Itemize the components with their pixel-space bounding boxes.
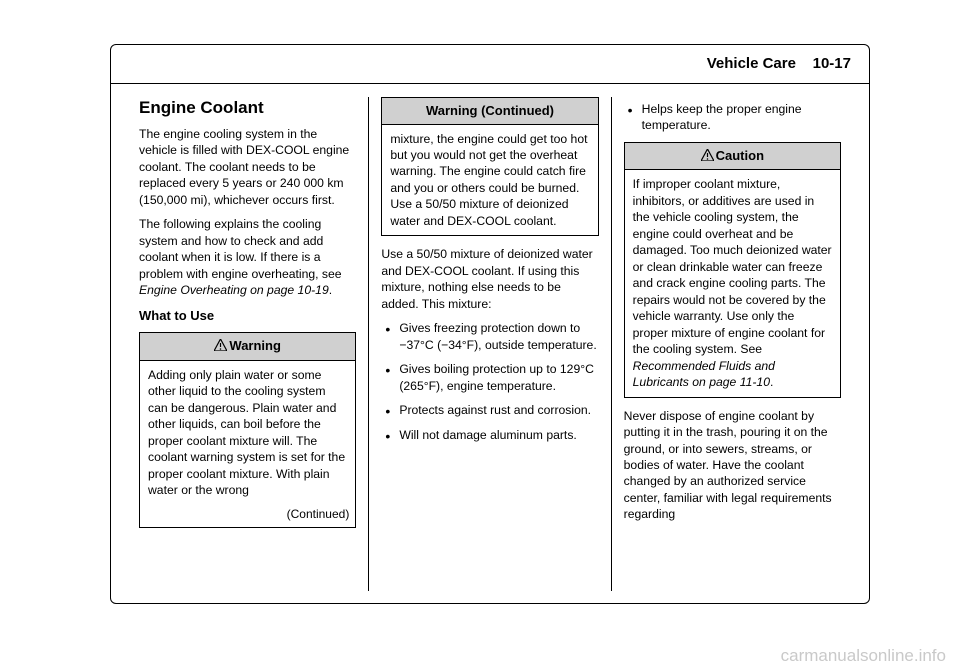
list-item: Helps keep the proper engine temperature… (624, 101, 841, 134)
warning-header: Warning (140, 333, 355, 361)
list-item: Gives freezing protection down to −37°C … (381, 320, 598, 353)
warning-body: Adding only plain water or some other li… (140, 361, 355, 505)
paragraph: Never dispose of engine coolant by putti… (624, 408, 841, 523)
warning-continued-body: mixture, the engine could get too hot bu… (382, 125, 597, 236)
column-divider (611, 97, 612, 591)
paragraph: Use a 50/50 mixture of deionized water a… (381, 246, 598, 312)
caution-box: Caution If improper coolant mixture, inh… (624, 142, 841, 398)
bullet-list: Gives freezing protection down to −37°C … (381, 320, 598, 443)
text-run: If improper coolant mixture, inhibitors,… (633, 177, 832, 356)
page-number: 10-17 (813, 55, 851, 72)
paragraph: The engine cooling system in the vehicle… (139, 126, 356, 208)
content-columns: Engine Coolant The engine cooling system… (129, 97, 851, 591)
list-item: Protects against rust and corrosion. (381, 402, 598, 418)
text-run: . (329, 283, 332, 297)
cross-reference: Recommended Fluids and Lubricants on pag… (633, 359, 775, 389)
continued-label: (Continued) (140, 504, 355, 526)
column-2: Warning (Continued) mixture, the engine … (371, 97, 608, 591)
list-item: Gives boiling protection up to 129°C (26… (381, 361, 598, 394)
caution-label: Caution (716, 148, 764, 163)
text-run: . (770, 375, 773, 389)
column-divider (368, 97, 369, 591)
chapter-name: Vehicle Care (707, 55, 796, 72)
header-rule (111, 83, 869, 84)
paragraph: The following explains the cooling syste… (139, 216, 356, 298)
page-border: Vehicle Care 10-17 Engine Coolant The en… (110, 44, 870, 604)
page-header: Vehicle Care 10-17 (707, 55, 851, 72)
warning-box: Warning Adding only plain water or some … (139, 332, 356, 527)
warning-label: Warning (229, 338, 281, 353)
column-3: Helps keep the proper engine temperature… (614, 97, 851, 591)
watermark: carmanualsonline.info (781, 646, 946, 666)
warning-triangle-icon (214, 338, 227, 356)
text-run: The following explains the cooling syste… (139, 217, 342, 280)
caution-header: Caution (625, 143, 840, 171)
warning-triangle-icon (701, 148, 714, 166)
column-1: Engine Coolant The engine cooling system… (129, 97, 366, 591)
list-item: Will not damage aluminum parts. (381, 427, 598, 443)
subheading: What to Use (139, 307, 356, 325)
section-title: Engine Coolant (139, 97, 356, 120)
caution-body: If improper coolant mixture, inhibitors,… (625, 170, 840, 396)
warning-continued-header: Warning (Continued) (382, 98, 597, 125)
warning-continued-box: Warning (Continued) mixture, the engine … (381, 97, 598, 236)
bullet-list: Helps keep the proper engine temperature… (624, 101, 841, 134)
manual-page: Vehicle Care 10-17 Engine Coolant The en… (0, 0, 960, 672)
cross-reference: Engine Overheating on page 10-19 (139, 283, 329, 297)
